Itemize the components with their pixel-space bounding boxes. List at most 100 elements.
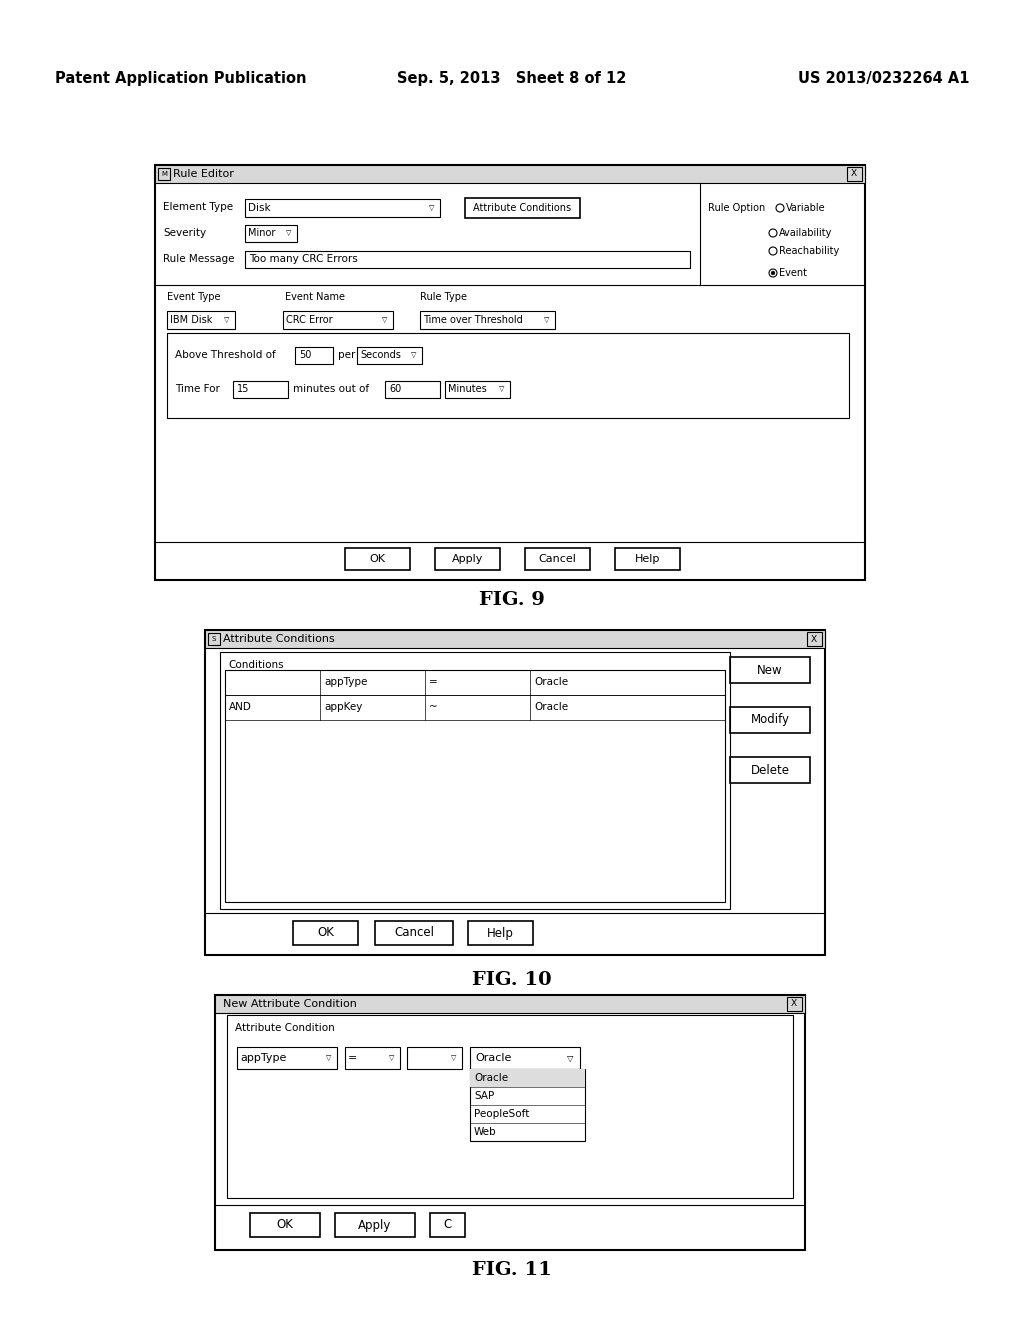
Bar <box>445 381 510 399</box>
Text: ▽: ▽ <box>224 317 229 323</box>
Bar <box>225 671 725 902</box>
Bar <box>245 199 440 216</box>
Bar <box>730 708 810 733</box>
Bar <box>225 671 725 696</box>
Text: Patent Application Publication: Patent Application Publication <box>55 70 306 86</box>
Text: Minor: Minor <box>248 228 275 239</box>
Bar <box>407 1047 462 1069</box>
Text: Help: Help <box>635 554 660 564</box>
Circle shape <box>771 271 775 275</box>
Bar <box>435 548 500 570</box>
Text: SAP: SAP <box>474 1092 495 1101</box>
Bar <box>245 251 690 268</box>
Text: Variable: Variable <box>786 203 825 213</box>
Text: Rule Editor: Rule Editor <box>173 169 233 180</box>
Bar <box>357 347 422 364</box>
Bar <box>525 548 590 570</box>
Bar <box>155 165 865 183</box>
Text: Reachability: Reachability <box>779 246 840 256</box>
Text: ▽: ▽ <box>452 1055 457 1061</box>
Text: Cancel: Cancel <box>394 927 434 940</box>
Bar <box>847 168 862 181</box>
Text: Web: Web <box>474 1127 497 1137</box>
Text: OK: OK <box>276 1218 294 1232</box>
Text: OK: OK <box>317 927 334 940</box>
Text: Above Threshold of: Above Threshold of <box>175 350 275 360</box>
Bar <box>787 997 802 1011</box>
Bar <box>220 652 730 909</box>
Text: Time over Threshold: Time over Threshold <box>423 315 522 325</box>
Text: Event Type: Event Type <box>167 292 220 302</box>
Text: X: X <box>851 169 857 178</box>
Text: Oracle: Oracle <box>474 1073 508 1082</box>
Text: CRC Error: CRC Error <box>286 315 333 325</box>
Text: Delete: Delete <box>751 763 790 776</box>
Bar <box>293 921 358 945</box>
Text: Element Type: Element Type <box>163 202 233 213</box>
Text: Rule Option: Rule Option <box>708 203 765 213</box>
Text: Apply: Apply <box>452 554 483 564</box>
Text: PeopleSoft: PeopleSoft <box>474 1109 529 1119</box>
Text: Rule Message: Rule Message <box>163 253 234 264</box>
Text: New Attribute Condition: New Attribute Condition <box>223 999 357 1008</box>
Text: FIG. 9: FIG. 9 <box>479 591 545 609</box>
Text: Attribute Conditions: Attribute Conditions <box>473 203 571 213</box>
Text: appType: appType <box>324 677 368 686</box>
Text: Availability: Availability <box>779 228 833 238</box>
Bar <box>205 630 825 648</box>
Bar <box>283 312 393 329</box>
Bar <box>470 1069 585 1086</box>
Text: Conditions: Conditions <box>228 660 284 671</box>
Text: Oracle: Oracle <box>534 702 568 711</box>
Text: C: C <box>443 1218 452 1232</box>
Text: 15: 15 <box>237 384 250 393</box>
Bar <box>335 1213 415 1237</box>
Bar <box>225 696 725 719</box>
Bar <box>420 312 555 329</box>
Text: Attribute Conditions: Attribute Conditions <box>223 634 335 644</box>
Text: X: X <box>791 999 797 1008</box>
Text: Event: Event <box>779 268 807 279</box>
Text: per: per <box>338 350 355 360</box>
Text: Rule Type: Rule Type <box>420 292 467 302</box>
Text: OK: OK <box>370 554 385 564</box>
Bar <box>730 657 810 682</box>
Text: AND: AND <box>229 702 252 711</box>
Text: Event Name: Event Name <box>285 292 345 302</box>
Bar <box>345 548 410 570</box>
Bar <box>237 1047 337 1069</box>
Text: IBM Disk: IBM Disk <box>170 315 212 325</box>
Bar <box>465 198 580 218</box>
Text: appType: appType <box>240 1053 287 1063</box>
Text: New: New <box>757 664 782 676</box>
Text: Time For: Time For <box>175 384 220 393</box>
Text: 60: 60 <box>389 384 401 393</box>
Text: ▽: ▽ <box>429 205 434 211</box>
Text: Oracle: Oracle <box>475 1053 511 1063</box>
Text: ▽: ▽ <box>412 352 417 359</box>
Text: Oracle: Oracle <box>534 677 568 686</box>
Text: =: = <box>348 1053 357 1063</box>
Bar <box>167 312 234 329</box>
Text: Modify: Modify <box>751 714 790 726</box>
Bar <box>295 347 333 364</box>
Bar <box>158 168 170 180</box>
Text: ▽: ▽ <box>500 387 505 392</box>
Text: ▽: ▽ <box>327 1055 332 1061</box>
Bar <box>208 634 220 645</box>
Text: ▽: ▽ <box>382 317 388 323</box>
Text: Attribute Condition: Attribute Condition <box>234 1023 335 1034</box>
Bar <box>375 921 453 945</box>
Bar <box>470 1069 585 1140</box>
Bar <box>468 921 534 945</box>
Bar <box>233 381 288 399</box>
Text: ▽: ▽ <box>389 1055 394 1061</box>
Text: Help: Help <box>487 927 514 940</box>
Text: Minutes: Minutes <box>449 384 486 395</box>
Text: 50: 50 <box>299 350 311 360</box>
Text: appKey: appKey <box>324 702 362 711</box>
Bar <box>345 1047 400 1069</box>
Bar <box>730 756 810 783</box>
Text: Apply: Apply <box>358 1218 392 1232</box>
Bar <box>615 548 680 570</box>
